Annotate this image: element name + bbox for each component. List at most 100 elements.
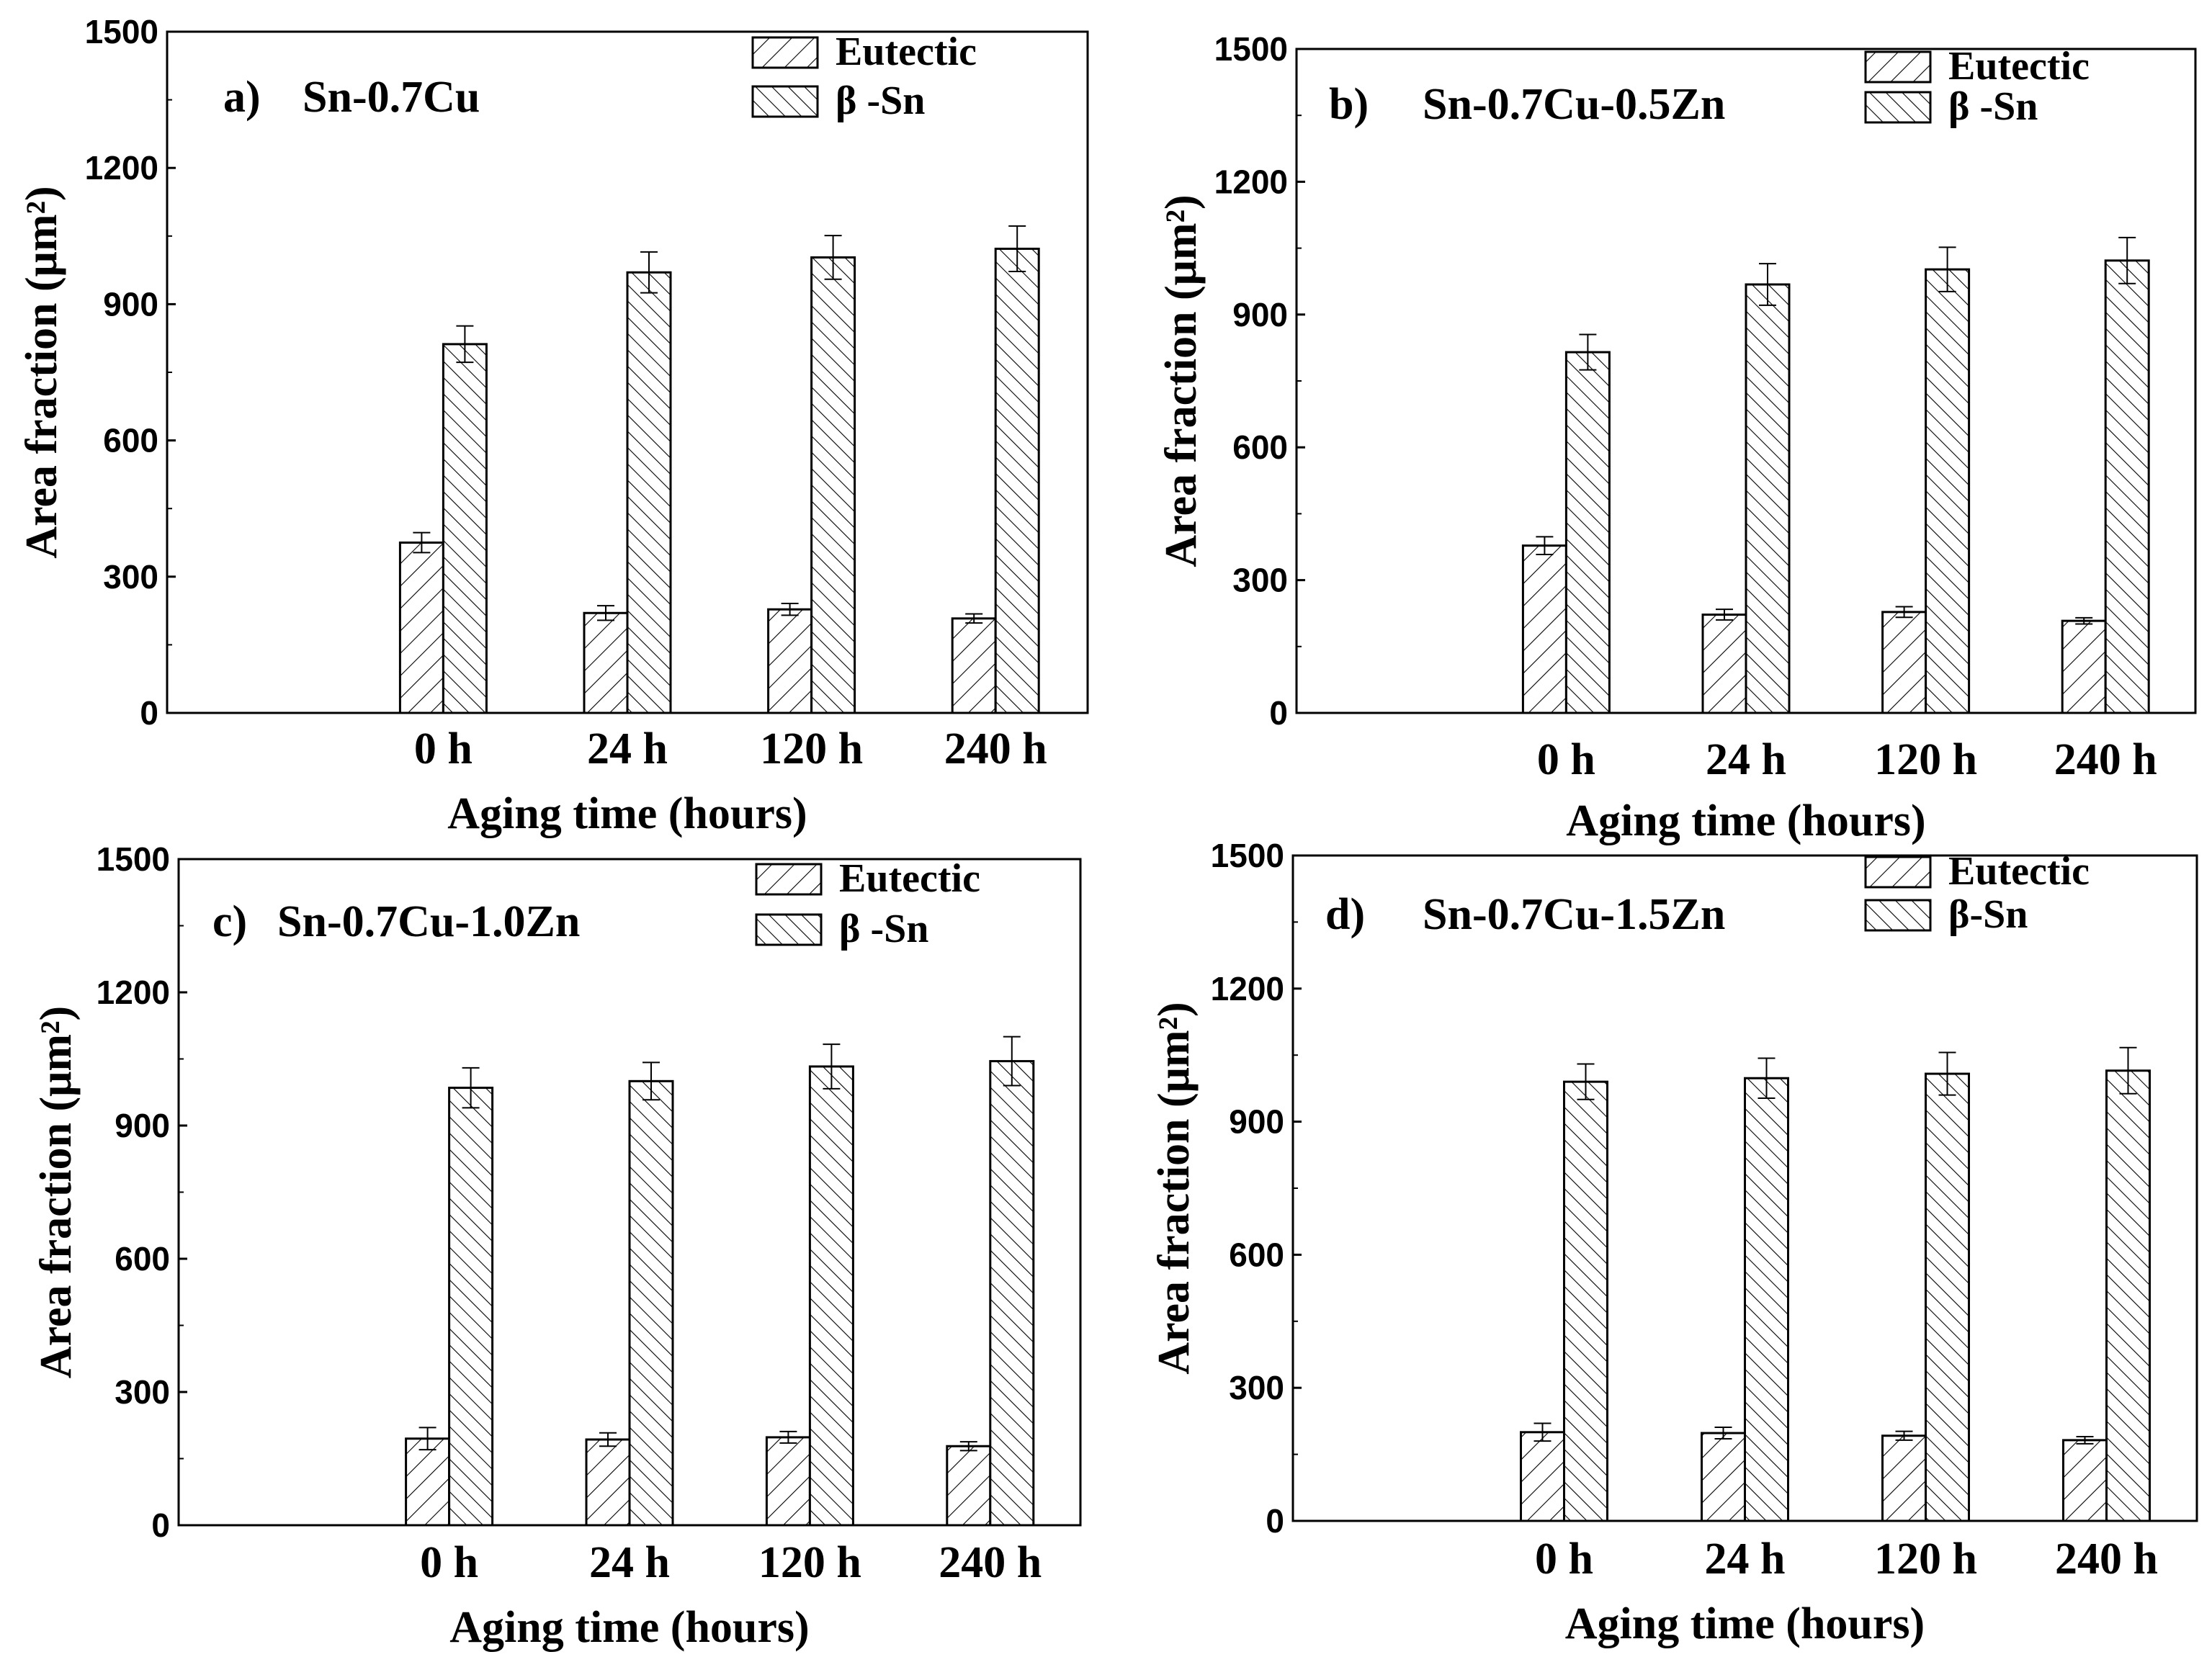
beta-sn-bar bbox=[2104, 259, 2150, 714]
y-tick-label: 900 bbox=[115, 1107, 170, 1144]
x-category-label: 0 h bbox=[1535, 1535, 1593, 1584]
x-category-label: 0 h bbox=[414, 724, 473, 773]
beta-sn-legend-label: β-Sn bbox=[1948, 892, 2028, 937]
eutectic-legend-swatch bbox=[751, 36, 819, 69]
eutectic-bar bbox=[405, 1437, 451, 1527]
eutectic-error-bar bbox=[418, 1427, 436, 1451]
beta-sn-error-bar bbox=[2119, 1046, 2137, 1095]
y-tick-label: 300 bbox=[1229, 1369, 1284, 1406]
y-axis-title: Area fraction (μm²) bbox=[17, 186, 66, 558]
beta-sn-bar bbox=[448, 1087, 494, 1527]
beta-sn-error-bar bbox=[823, 1043, 841, 1090]
beta-sn-legend-swatch bbox=[751, 85, 819, 118]
eutectic-bar bbox=[1521, 544, 1567, 714]
eutectic-bar bbox=[398, 542, 444, 714]
eutectic-legend-swatch bbox=[1864, 50, 1932, 84]
eutectic-error-bar bbox=[1536, 536, 1554, 555]
x-category-label: 240 h bbox=[939, 1538, 1042, 1587]
y-tick-label: 0 bbox=[1266, 1502, 1284, 1540]
beta-sn-error-bar bbox=[642, 1061, 660, 1101]
eutectic-bar bbox=[1701, 614, 1747, 714]
beta-sn-bar bbox=[1744, 1077, 1789, 1522]
eutectic-error-bar bbox=[1533, 1422, 1551, 1442]
beta-sn-bar bbox=[628, 1079, 674, 1527]
eutectic-error-bar bbox=[597, 605, 614, 621]
beta-sn-bar bbox=[994, 247, 1040, 714]
beta-sn-error-bar bbox=[824, 235, 842, 280]
beta-sn-legend-label: β -Sn bbox=[1948, 84, 2038, 129]
eutectic-legend-label: Eutectic bbox=[836, 30, 977, 74]
x-category-label: 0 h bbox=[420, 1538, 478, 1587]
y-tick-label: 300 bbox=[103, 558, 158, 596]
y-axis-title: Area fraction (μm²) bbox=[1150, 1002, 1199, 1374]
beta-sn-legend-swatch bbox=[1864, 899, 1932, 932]
eutectic-bar bbox=[2062, 1439, 2108, 1522]
beta-sn-error-bar bbox=[1938, 1051, 1956, 1096]
eutectic-bar bbox=[1520, 1431, 1565, 1522]
panel-title: Sn-0.7Cu-1.5Zn bbox=[1423, 890, 1725, 939]
eutectic-error-bar bbox=[2076, 1435, 2094, 1445]
eutectic-error-bar bbox=[599, 1432, 617, 1447]
y-tick-label: 1200 bbox=[97, 974, 170, 1011]
beta-sn-error-bar bbox=[1759, 263, 1776, 306]
eutectic-legend-label: Eutectic bbox=[1948, 849, 2090, 894]
beta-sn-error-bar bbox=[1577, 1063, 1595, 1100]
x-category-label: 120 h bbox=[758, 1538, 861, 1587]
y-tick-label: 900 bbox=[1232, 296, 1288, 333]
y-axis-title: Area fraction (μm²) bbox=[32, 1006, 81, 1378]
beta-sn-legend-swatch bbox=[1864, 91, 1932, 124]
y-tick-label: 600 bbox=[1229, 1236, 1284, 1273]
panel-label: b) bbox=[1329, 80, 1369, 129]
eutectic-bar bbox=[951, 617, 997, 714]
beta-sn-error-bar bbox=[2118, 236, 2136, 284]
chart-panel-d: 0 300 600 900 1200 1500 0 h 24 h 120 h 240 h Aging… bbox=[1150, 837, 2198, 1648]
panel-title: Sn-0.7Cu bbox=[303, 73, 480, 122]
beta-sn-legend-label: β -Sn bbox=[839, 907, 928, 951]
eutectic-error-bar bbox=[1895, 606, 1913, 619]
x-category-label: 240 h bbox=[2054, 735, 2157, 784]
y-tick-label: 0 bbox=[140, 694, 158, 732]
y-tick-label: 600 bbox=[115, 1240, 170, 1277]
beta-sn-bar bbox=[2105, 1069, 2151, 1522]
eutectic-error-bar bbox=[1895, 1430, 1913, 1441]
beta-sn-error-bar bbox=[1757, 1057, 1776, 1099]
y-tick-label: 300 bbox=[115, 1373, 170, 1411]
eutectic-error-bar bbox=[779, 1430, 797, 1444]
beta-sn-bar bbox=[1925, 268, 1971, 714]
x-category-label: 240 h bbox=[2055, 1535, 2158, 1584]
beta-sn-error-bar bbox=[456, 325, 474, 364]
beta-sn-error-bar bbox=[640, 251, 658, 294]
x-category-label: 24 h bbox=[587, 724, 668, 773]
beta-sn-legend-swatch bbox=[755, 913, 823, 946]
panel-label: c) bbox=[212, 897, 247, 946]
eutectic-error-bar bbox=[413, 531, 431, 554]
eutectic-error-bar bbox=[965, 613, 983, 624]
y-axis-title: Area fraction (μm²) bbox=[1157, 194, 1206, 567]
y-tick-label: 1500 bbox=[85, 13, 158, 50]
y-tick-label: 1200 bbox=[85, 149, 158, 187]
eutectic-bar bbox=[583, 611, 629, 714]
x-category-label: 120 h bbox=[760, 724, 863, 773]
panel-label: a) bbox=[223, 73, 261, 122]
beta-sn-bar bbox=[1925, 1072, 1970, 1522]
y-tick-label: 0 bbox=[1269, 694, 1288, 732]
eutectic-legend-swatch bbox=[1864, 856, 1932, 889]
x-category-label: 24 h bbox=[589, 1538, 670, 1587]
eutectic-error-bar bbox=[2075, 616, 2093, 625]
x-category-label: 24 h bbox=[1705, 1535, 1786, 1584]
y-tick-label: 900 bbox=[103, 285, 158, 323]
x-axis-title: Aging time (hours) bbox=[449, 1603, 809, 1652]
beta-sn-error-bar bbox=[1008, 225, 1026, 272]
beta-sn-bar bbox=[810, 256, 856, 714]
beta-sn-bar bbox=[1563, 1080, 1608, 1522]
x-axis-title: Aging time (hours) bbox=[1566, 796, 1925, 845]
x-category-label: 120 h bbox=[1874, 1535, 1977, 1584]
eutectic-bar bbox=[946, 1445, 992, 1527]
eutectic-error-bar bbox=[1716, 609, 1733, 621]
beta-sn-bar bbox=[989, 1060, 1035, 1527]
eutectic-error-bar bbox=[781, 603, 799, 616]
